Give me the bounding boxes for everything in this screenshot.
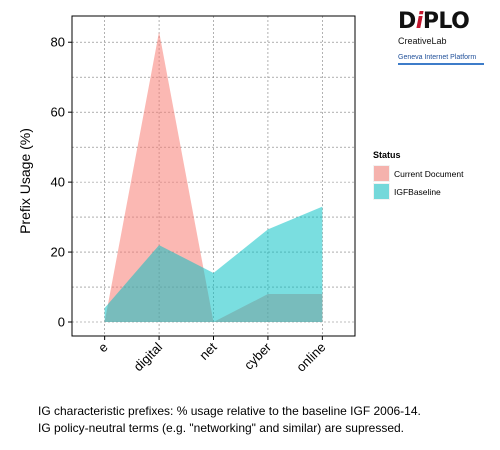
x-tick-label-online: online	[293, 340, 328, 375]
series-area-igfbaseline	[104, 206, 323, 323]
legend-title: Status	[373, 150, 401, 160]
legend: Status Current Document IGFBaseline	[373, 150, 464, 200]
legend-swatch	[374, 184, 389, 199]
legend-swatch	[374, 166, 389, 181]
chart-caption: IG characteristic prefixes: % usage rela…	[38, 403, 421, 437]
y-tick-label: 20	[51, 245, 65, 260]
x-tick-label-e: e	[95, 340, 111, 356]
prefix-usage-chart: 0 20 40 60 80 e digital net cyber online Prefix U…	[17, 15, 464, 375]
caption-line-1: IG characteristic prefixes: % usage rela…	[38, 404, 421, 418]
logo-name-part1: D	[398, 9, 416, 34]
legend-label: IGFBaseline	[394, 187, 441, 197]
y-tick-label: 80	[51, 35, 65, 50]
legend-label: Current Document	[394, 169, 464, 179]
y-tick-label: 0	[58, 315, 65, 330]
y-tick-label: 40	[51, 175, 65, 190]
y-tick-label: 60	[51, 105, 65, 120]
series-areas	[104, 31, 323, 323]
x-tick-label-net: net	[196, 339, 220, 363]
caption-line-2: IG policy-neutral terms (e.g. "networkin…	[38, 421, 404, 435]
diplo-logo: DiPLO CreativeLab Geneva Internet Platfo…	[398, 10, 490, 65]
logo-subtitle: CreativeLab	[398, 36, 447, 46]
x-tick-label-digital: digital	[131, 339, 166, 374]
logo-wordmark: DiPLO	[398, 10, 490, 34]
x-tick-label-cyber: cyber	[241, 339, 275, 373]
logo-name-accent: i	[415, 9, 424, 34]
logo-name-part2: PLO	[422, 9, 470, 34]
y-axis-title: Prefix Usage (%)	[17, 128, 33, 234]
grid	[72, 16, 355, 336]
logo-partner: Geneva Internet Platform	[398, 54, 484, 65]
